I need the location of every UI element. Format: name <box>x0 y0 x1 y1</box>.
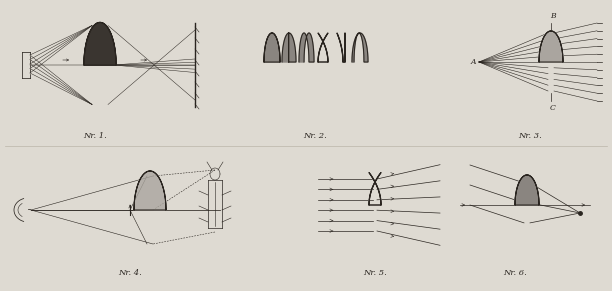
Text: B: B <box>550 12 556 20</box>
Text: Nr. 2.: Nr. 2. <box>303 132 327 140</box>
Polygon shape <box>369 173 381 205</box>
Polygon shape <box>539 31 563 62</box>
Polygon shape <box>352 33 368 62</box>
Text: Nr. 3.: Nr. 3. <box>518 132 542 140</box>
Polygon shape <box>84 22 116 65</box>
Polygon shape <box>282 33 296 62</box>
Text: C: C <box>550 104 556 112</box>
Text: Nr. 1.: Nr. 1. <box>83 132 107 140</box>
Polygon shape <box>318 33 328 62</box>
Polygon shape <box>134 171 166 210</box>
Text: Nr. 4.: Nr. 4. <box>118 269 142 277</box>
Polygon shape <box>337 33 345 62</box>
Text: Nr. 5.: Nr. 5. <box>363 269 387 277</box>
Text: Nr. 6.: Nr. 6. <box>503 269 527 277</box>
Polygon shape <box>299 33 314 62</box>
Text: A: A <box>471 58 476 66</box>
Polygon shape <box>264 33 280 62</box>
Polygon shape <box>515 175 539 205</box>
